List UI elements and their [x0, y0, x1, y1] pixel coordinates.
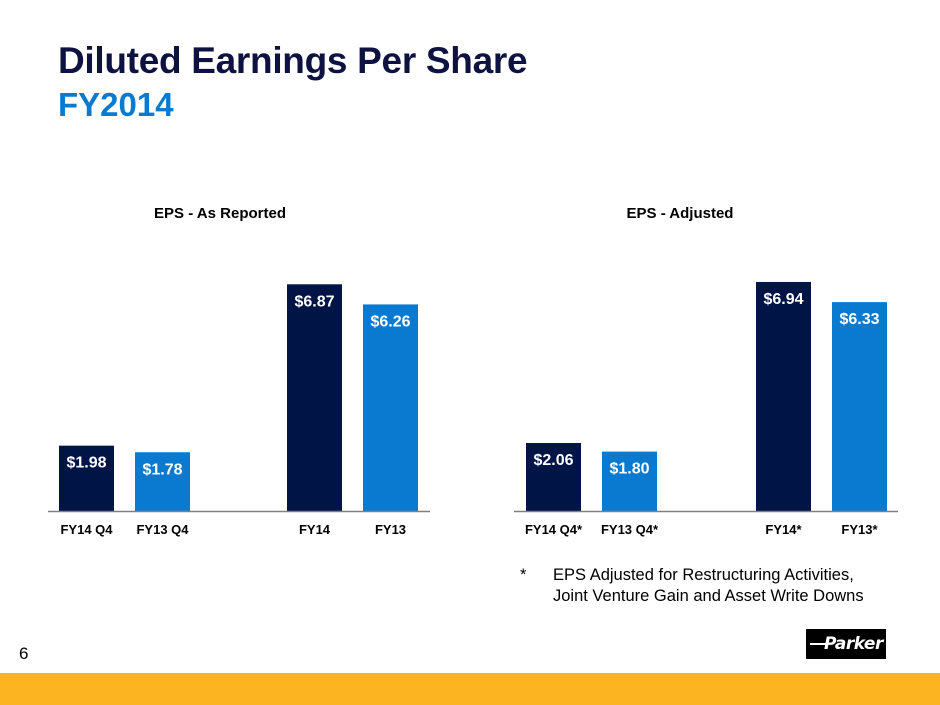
footnote-marker: *: [520, 566, 527, 584]
footer-band: [0, 673, 940, 705]
category-label: FY14: [299, 522, 331, 537]
category-label: FY14*: [765, 522, 802, 537]
data-label: $1.78: [142, 461, 182, 478]
slide-subtitle: FY2014: [58, 86, 174, 123]
logo-wordmark: Parker: [824, 634, 883, 654]
data-label: $6.33: [839, 311, 879, 328]
data-label: $6.94: [763, 291, 803, 308]
data-label: $6.26: [370, 313, 410, 330]
bar-fy13: [363, 304, 418, 511]
footnote-line-1: EPS Adjusted for Restructuring Activitie…: [553, 566, 854, 584]
chart-eps-adjusted: EPS - Adjusted $2.06 FY14 Q4* $1.80 FY13 Q4*…: [514, 205, 898, 537]
footnote: * EPS Adjusted for Restructuring Activit…: [520, 565, 864, 607]
bar-fy13: [832, 302, 887, 511]
slide-title: Diluted Earnings Per Share: [58, 40, 528, 81]
bar-fy14-q4: [526, 443, 581, 511]
bar-fy13-q4: [135, 452, 190, 511]
category-label: FY13*: [841, 522, 878, 537]
chart-title: EPS - Adjusted: [627, 205, 734, 222]
category-label: FY13: [375, 522, 406, 537]
data-label: $1.98: [66, 455, 106, 472]
category-label: FY13 Q4*: [601, 522, 659, 537]
data-label: $6.87: [294, 293, 334, 310]
page-number: 6: [19, 644, 29, 663]
category-label: FY13 Q4: [136, 522, 189, 537]
logo-dash: [810, 643, 826, 645]
category-label: FY14 Q4*: [525, 522, 583, 537]
footnote-line-2: Joint Venture Gain and Asset Write Downs: [553, 587, 864, 605]
bar-fy14: [287, 284, 342, 511]
data-label: $2.06: [533, 452, 573, 469]
bar-fy14-q4: [59, 445, 114, 511]
bar-fy13-q4: [602, 451, 657, 511]
data-label: $1.80: [609, 461, 649, 478]
chart-title: EPS - As Reported: [154, 205, 286, 222]
chart-eps-as-reported: EPS - As Reported $1.98 FY14 Q4 $1.78 FY13 Q…: [48, 205, 430, 537]
category-label: FY14 Q4: [60, 522, 113, 537]
bar-fy14: [756, 281, 811, 511]
parker-logo: Parker: [806, 629, 886, 659]
